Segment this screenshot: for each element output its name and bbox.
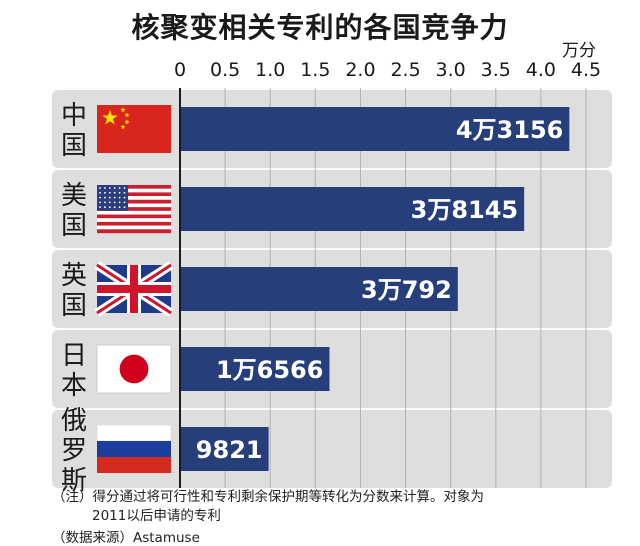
footnote-line-1: （注）得分通过将可行性和专利剩余保护期等转化为分数来计算。对象为 [52, 489, 484, 505]
data-source: （数据来源）Astamuse [52, 530, 200, 546]
category-label: 中国 [61, 101, 87, 161]
x-tick-label: 4.0 [526, 59, 556, 81]
bar [180, 267, 458, 311]
bar-value-label: 1万6566 [216, 356, 324, 384]
x-tick-label: 2.5 [390, 59, 420, 81]
category-label: 俄罗斯 [61, 406, 87, 496]
bar-value-label: 9821 [196, 436, 263, 464]
bar-value-label: 4万3156 [456, 116, 564, 144]
x-tick-label: 1.5 [300, 59, 330, 81]
japan-flag-icon [96, 344, 172, 394]
china-flag-icon [97, 105, 171, 153]
bar-value-label: 3万8145 [411, 196, 519, 224]
x-tick-label: 3.5 [481, 59, 511, 81]
category-label: 美国 [61, 181, 87, 241]
x-tick-label: 1.0 [255, 59, 285, 81]
unit-label: 万分 [562, 41, 596, 61]
uk-flag-icon [94, 261, 174, 317]
category-label: 英国 [61, 261, 87, 321]
x-tick-label: 0.5 [210, 59, 240, 81]
x-tick-label: 4.5 [571, 59, 601, 81]
footnote: （注）得分通过将可行性和专利剩余保护期等转化为分数来计算。对象为 2011以后申… [52, 488, 632, 526]
bar [180, 427, 269, 471]
x-tick-label: 2.0 [345, 59, 375, 81]
chart-title: 核聚变相关专利的各国竞争力 [131, 11, 509, 44]
category-label: 日本 [61, 341, 87, 401]
bar [180, 107, 570, 151]
x-tick-label: 3.0 [436, 59, 466, 81]
russia-flag-icon [96, 424, 172, 473]
footnote-line-2: 2011以后申请的专利 [92, 508, 221, 524]
usa-flag-icon [97, 185, 171, 234]
bar [180, 187, 525, 231]
bar [180, 347, 330, 391]
bar-value-label: 3万792 [361, 276, 452, 304]
x-tick-label: 0 [174, 59, 186, 81]
